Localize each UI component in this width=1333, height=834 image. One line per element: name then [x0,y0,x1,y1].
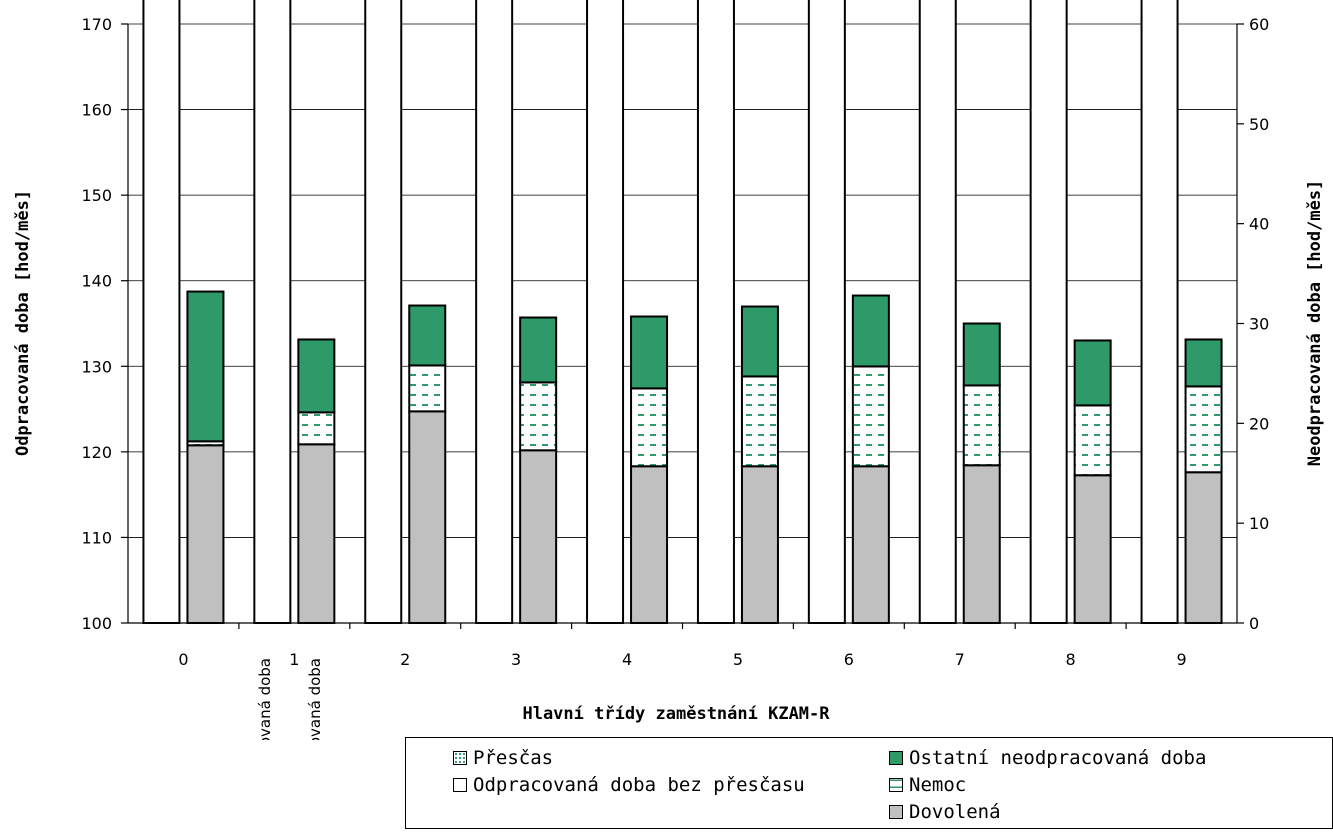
x-tick-label: 8 [1066,650,1076,669]
bar-segment-unworked [962,384,1001,467]
legend-label-dovolena: Dovolená [909,801,1001,823]
prescas-swatch [453,751,467,765]
bar-segment-unworked [1073,474,1112,624]
bar-segment-unworked [186,290,225,443]
y-tick-label: 100 [81,614,112,633]
y2-tick-label: 50 [1249,115,1269,134]
y-tick-label: 170 [81,15,112,34]
y-tick-label: 110 [81,528,112,547]
bar-segment-unworked [962,464,1001,624]
bar-segment-unworked [630,465,669,624]
y-tick-label: 120 [81,443,112,462]
bar-segment-worked [364,0,403,624]
legend-item-prescas: Přesčas [453,747,553,769]
x-tick-label: 2 [400,650,410,669]
bar-segment-worked [142,0,181,624]
legend-item-odpracovana: Odpracovaná doba bez přesčasu [453,774,805,796]
bar-segment-unworked [630,315,669,390]
bar-segment-unworked [297,338,336,414]
bar-segment-unworked [297,411,336,446]
bar-segment-worked [1140,0,1179,625]
legend-item-dovolena: Dovolená [889,801,1001,823]
dovolena-swatch [889,805,903,819]
bar-segment-worked [1029,0,1068,625]
nemoc-swatch [889,778,903,792]
bar-segment-worked [918,0,957,625]
bar-segment-unworked [1184,471,1223,625]
y2-tick-label: 20 [1249,414,1269,433]
x-tick-label: 0 [178,650,188,669]
bar-segment-unworked [408,364,447,413]
gridlines [128,23,1237,538]
bar-segment-unworked [1073,404,1112,477]
bar-segment-unworked [851,465,890,624]
bar-segment-unworked [851,294,890,368]
bar-segment-unworked [297,443,336,624]
axes: 100 110 120 130 140 150 160 170 0 10 20 30 40 50 60 0 1 2… [81,15,1269,669]
legend-label-odpracovana: Odpracovaná doba bez přesčasu [473,774,805,796]
bar-segment-worked [475,0,514,624]
x-tick-label: 4 [622,650,632,669]
bar-annotation-worked: Odpracovaná doba [256,658,274,740]
y2-tick-label: 40 [1249,215,1269,234]
y2-tick-label: 30 [1249,315,1269,334]
y2-axis-title: Neodpracovaná doba [hod/měs] [1305,180,1325,467]
legend-item-nemoc: Nemoc [889,774,966,796]
bar-annotation-unworked: Neodpracovaná doba [306,658,324,740]
x-tick-label: 6 [844,650,854,669]
bar-segment-unworked [740,465,779,624]
bar-segment-unworked [1184,338,1223,388]
y2-tick-label: 0 [1249,614,1259,633]
chart: 100 110 120 130 140 150 160 170 0 10 20 30 40 50 60 0 1 2… [13,0,1325,740]
y-tick-label: 150 [81,186,112,205]
legend-label-ostatni: Ostatní neodpracovaná doba [909,747,1207,769]
odpracovana-swatch [453,778,467,792]
x-tick-label: 9 [1176,650,1186,669]
bar-segment-worked [586,0,625,625]
bar-segment-unworked [1073,339,1112,407]
x-tick-label: 5 [733,650,743,669]
bar-segment-unworked [851,365,890,468]
y2-tick-label: 60 [1249,15,1269,34]
ostatni-swatch [889,751,903,765]
bar-segment-unworked [519,449,558,624]
y-tick-label: 160 [81,101,112,120]
bar-segment-unworked [519,316,558,384]
x-axis-title: Hlavní třídy zaměstnání KZAM-R [522,704,830,724]
bar-segment-unworked [630,387,669,468]
bar-segment-unworked [519,381,558,452]
bar-segment-unworked [408,410,447,624]
bar-segment-worked [253,0,292,625]
bar-segment-unworked [740,375,779,468]
legend: Přesčas Odpracovaná doba bez přesčasu Os… [405,737,1333,829]
bar-segment-unworked [740,305,779,378]
legend-label-nemoc: Nemoc [909,774,967,796]
bar-segment-unworked [1184,385,1223,474]
x-tick-label: 7 [955,650,965,669]
y2-tick-label: 10 [1249,514,1269,533]
bars [142,0,1223,625]
y-tick-label: 130 [81,357,112,376]
bar-segment-unworked [408,304,447,367]
x-tick-label: 1 [289,650,299,669]
y-tick-label: 140 [81,272,112,291]
bar-segment-worked [807,0,846,624]
y-axis-title: Odpracovaná doba [hod/měs] [13,190,33,456]
legend-item-ostatni: Ostatní neodpracovaná doba [889,747,1206,769]
bar-segment-worked [696,0,735,624]
legend-label-prescas: Přesčas [473,747,554,769]
x-tick-label: 3 [511,650,521,669]
bar-segment-unworked [962,322,1001,387]
bar-segment-unworked [186,444,225,624]
